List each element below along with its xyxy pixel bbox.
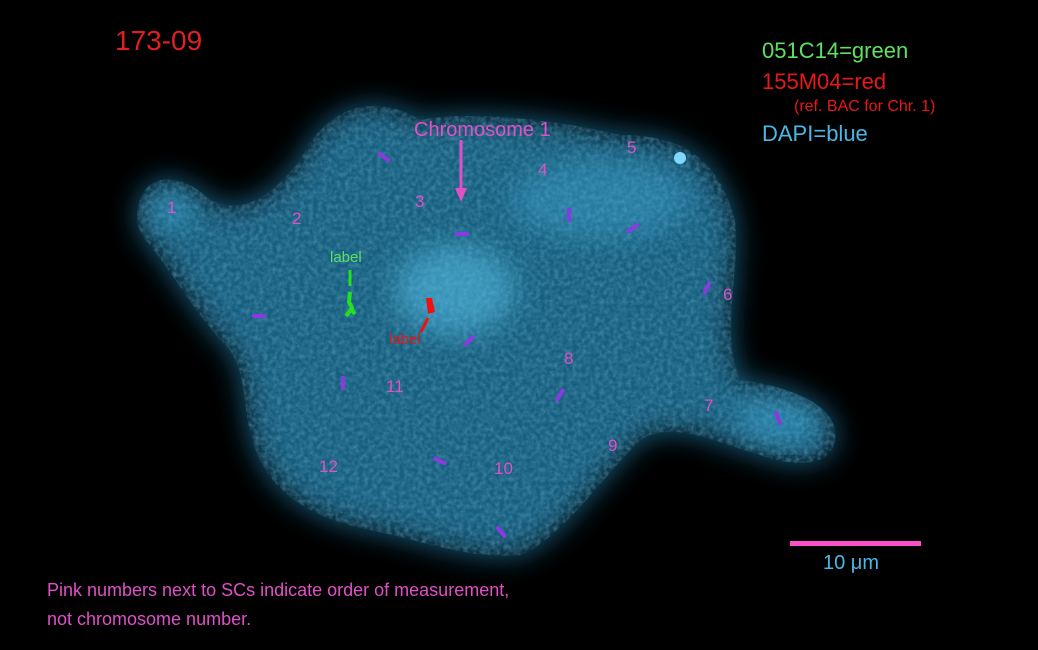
sc-number: 6	[723, 285, 733, 304]
sc-number: 3	[415, 192, 425, 211]
legend-green: 051C14=green	[762, 38, 909, 63]
figure-title: 173-09	[115, 25, 203, 56]
green-signal	[344, 291, 357, 318]
legend-red: 155M04=red	[762, 69, 887, 94]
sc-mark	[567, 208, 571, 222]
sc-mark	[252, 314, 266, 318]
sc-number: 7	[704, 396, 714, 415]
sc-number: 1	[167, 198, 177, 217]
sc-number: 9	[608, 436, 618, 455]
caption-line-1: Pink numbers next to SCs indicate order …	[47, 580, 510, 600]
sc-mark	[341, 376, 345, 390]
sc-number: 8	[564, 349, 574, 368]
legend-blue: DAPI=blue	[762, 121, 868, 146]
scale-bar-label: 10 μm	[823, 552, 879, 574]
sc-number: 11	[386, 377, 404, 396]
red-signal	[426, 298, 435, 314]
red-signal-label: label	[389, 331, 421, 348]
sc-number: 10	[494, 459, 513, 478]
chromosome-1-label: Chromosome 1	[414, 119, 551, 141]
sc-number: 2	[292, 209, 302, 228]
sc-number: 4	[538, 160, 548, 179]
caption-line-2: not chromosome number.	[47, 609, 252, 629]
sc-number: 5	[627, 138, 637, 157]
sc-mark	[455, 232, 469, 236]
sc-number: 12	[319, 457, 338, 476]
scale-bar	[790, 541, 921, 546]
legend-red-note: (ref. BAC for Chr. 1)	[794, 98, 936, 115]
green-signal-label: label	[330, 249, 362, 266]
bright-spot	[674, 152, 686, 164]
